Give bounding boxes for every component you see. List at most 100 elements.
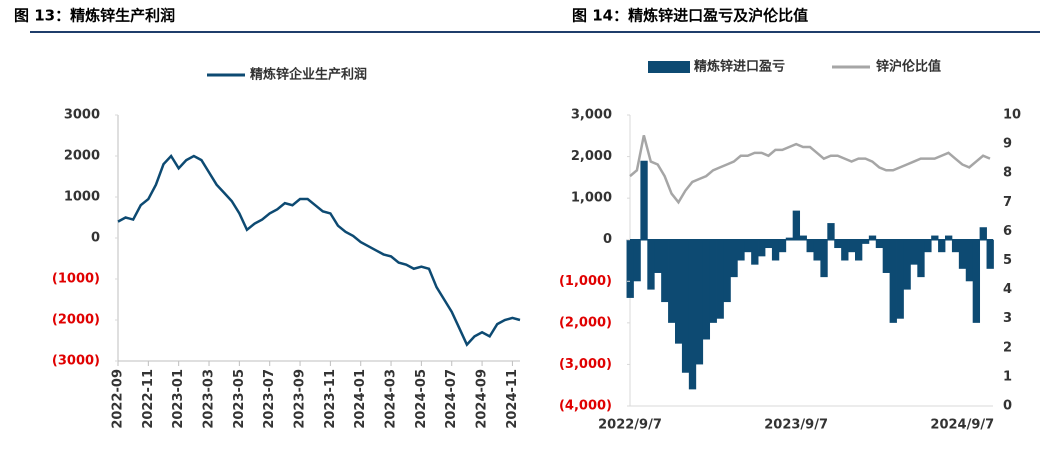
bar <box>668 239 676 323</box>
bar <box>654 239 662 273</box>
y-tick-label: 3000 <box>64 108 100 123</box>
y-tick-label: (3000) <box>52 354 100 369</box>
bar <box>709 239 717 323</box>
bar <box>945 235 953 240</box>
y-tick-label: 2,000 <box>571 149 612 164</box>
series-line <box>629 135 991 205</box>
bar <box>965 239 974 282</box>
bar <box>910 239 918 265</box>
bar <box>647 239 655 290</box>
x-tick-label: 2024-11 <box>505 369 520 429</box>
y2-tick-label: 0 <box>1003 399 1012 414</box>
x-tick-label: 2024-05 <box>414 369 429 429</box>
bar <box>799 235 807 240</box>
y-tick-label: (3,000) <box>559 357 612 372</box>
x-tick-label: 2023-05 <box>232 369 247 429</box>
series-line <box>117 153 521 347</box>
bar <box>972 239 981 323</box>
x-tick-label: 2024/9/7 <box>930 418 994 433</box>
y-tick-label: (2,000) <box>559 315 612 330</box>
x-tick-label: 2024-07 <box>444 369 459 429</box>
chart-title: 图 14：精炼锌进口盈亏及沪伦比值 <box>572 7 808 25</box>
bar <box>661 239 669 303</box>
x-tick-label: 2023-11 <box>323 369 338 429</box>
bar <box>868 235 877 240</box>
bar <box>958 239 967 269</box>
legend-swatch <box>648 61 690 73</box>
y2-tick-label: 8 <box>1003 166 1012 181</box>
bar <box>778 239 787 253</box>
bar <box>931 235 939 240</box>
y-tick-label: (4,000) <box>559 399 612 414</box>
x-tick-label: 2024-09 <box>475 369 490 429</box>
bar <box>744 239 752 253</box>
x-tick-label: 2024-01 <box>353 369 368 429</box>
y-tick-label: 1000 <box>64 190 100 205</box>
x-tick-label: 2023-03 <box>202 369 217 429</box>
bar <box>986 239 994 269</box>
chart-title: 图 13：精炼锌生产利润 <box>14 7 175 25</box>
bar <box>695 239 704 365</box>
x-tick-label: 2022-11 <box>141 369 156 429</box>
y2-tick-label: 5 <box>1003 253 1012 268</box>
y2-tick-label: 9 <box>1003 137 1012 152</box>
legend-label: 锌沪伦比值 <box>876 59 941 75</box>
bar <box>675 239 683 344</box>
x-tick-label: 2023-09 <box>293 369 308 429</box>
y2-tick-label: 10 <box>1003 108 1021 123</box>
bar <box>979 227 987 240</box>
y-tick-label: 2000 <box>64 149 100 164</box>
y2-tick-label: 3 <box>1003 311 1012 326</box>
y-tick-label: (1000) <box>52 272 100 287</box>
bar <box>716 239 724 319</box>
bar <box>924 239 932 253</box>
bar <box>702 239 711 340</box>
bar <box>792 210 801 240</box>
y2-tick-label: 4 <box>1003 282 1012 297</box>
y2-tick-label: 2 <box>1003 340 1012 355</box>
bar <box>785 237 794 240</box>
bar <box>917 239 925 278</box>
bar <box>820 239 828 278</box>
x-tick-label: 2023-01 <box>171 369 186 429</box>
bar <box>688 239 697 390</box>
bar <box>723 239 731 303</box>
x-tick-label: 2023/9/7 <box>764 418 828 433</box>
bar <box>813 239 821 261</box>
y-tick-label: 0 <box>603 232 612 247</box>
bar <box>875 239 884 249</box>
bar <box>633 239 641 282</box>
bar <box>841 239 849 261</box>
legend-label: 精炼锌进口盈亏 <box>694 59 785 75</box>
legend-label: 精炼锌企业生产利润 <box>250 67 367 83</box>
bar <box>806 239 814 253</box>
y2-tick-label: 6 <box>1003 224 1012 239</box>
bar <box>737 239 745 261</box>
y-tick-label: 3,000 <box>571 108 612 123</box>
bar <box>848 239 856 253</box>
y2-tick-label: 1 <box>1003 369 1012 384</box>
bar <box>896 239 904 319</box>
y2-tick-label: 7 <box>1003 195 1012 210</box>
x-tick-label: 2023-07 <box>262 369 277 429</box>
bar <box>882 239 891 273</box>
x-tick-label: 2022/9/7 <box>598 418 662 433</box>
bar <box>938 239 946 253</box>
bar <box>861 239 870 244</box>
bar <box>765 239 773 249</box>
bar <box>903 239 911 290</box>
y-tick-label: 0 <box>91 231 100 246</box>
x-tick-label: 2024-03 <box>384 369 399 429</box>
bar <box>758 239 766 257</box>
y-tick-label: (2000) <box>52 313 100 328</box>
bar <box>951 239 960 253</box>
bar <box>827 223 835 240</box>
bar <box>771 239 780 261</box>
bar <box>640 160 648 240</box>
bar <box>626 239 634 298</box>
y-tick-label: (1,000) <box>559 274 612 289</box>
bar <box>730 239 738 278</box>
